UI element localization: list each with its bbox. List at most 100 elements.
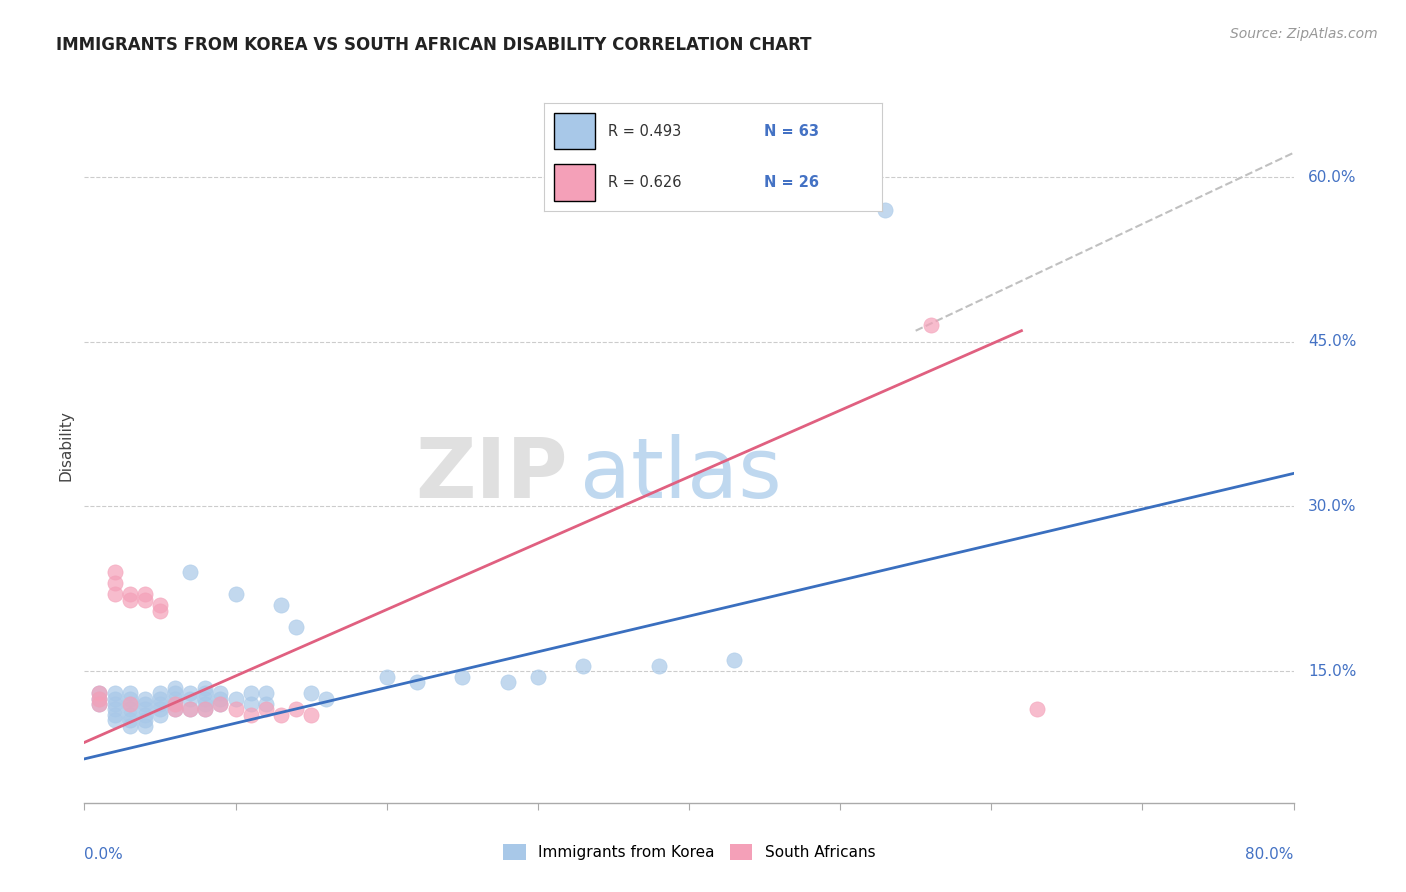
Point [134, 691, 156, 706]
Point [284, 702, 308, 716]
Point [118, 708, 141, 723]
Point [239, 708, 262, 723]
Point [225, 691, 247, 706]
Point [209, 686, 232, 700]
Point [254, 702, 277, 716]
Point [89, 697, 111, 711]
Point [163, 702, 186, 716]
Point [194, 702, 217, 716]
Point [163, 702, 186, 716]
Point [526, 669, 548, 683]
Point [134, 702, 156, 716]
Point [254, 697, 277, 711]
Point [104, 576, 127, 591]
Point [149, 598, 172, 612]
Point [315, 691, 337, 706]
Point [163, 681, 186, 695]
Point [149, 604, 172, 618]
Point [179, 702, 201, 716]
Point [194, 681, 217, 695]
Text: 45.0%: 45.0% [1308, 334, 1357, 349]
Point [406, 675, 429, 690]
Point [104, 691, 127, 706]
Point [104, 714, 127, 728]
Point [254, 686, 277, 700]
Point [104, 702, 127, 716]
Point [875, 202, 897, 217]
Point [1025, 702, 1047, 716]
Point [163, 697, 186, 711]
Point [194, 686, 217, 700]
Point [451, 669, 474, 683]
Point [920, 318, 942, 333]
Point [299, 686, 322, 700]
Point [163, 691, 186, 706]
Point [118, 587, 141, 601]
Point [179, 691, 201, 706]
Point [179, 566, 201, 580]
Point [194, 697, 217, 711]
Point [118, 686, 141, 700]
Point [299, 708, 322, 723]
Point [225, 587, 247, 601]
Point [118, 592, 141, 607]
Point [134, 708, 156, 723]
Point [163, 686, 186, 700]
Point [89, 691, 111, 706]
Text: IMMIGRANTS FROM KOREA VS SOUTH AFRICAN DISABILITY CORRELATION CHART: IMMIGRANTS FROM KOREA VS SOUTH AFRICAN D… [56, 36, 811, 54]
Point [134, 719, 156, 733]
Legend: Immigrants from Korea, South Africans: Immigrants from Korea, South Africans [496, 838, 882, 866]
Point [209, 691, 232, 706]
Point [179, 686, 201, 700]
Point [209, 697, 232, 711]
Point [134, 697, 156, 711]
Point [179, 702, 201, 716]
Point [239, 686, 262, 700]
Point [163, 697, 186, 711]
Point [149, 702, 172, 716]
Point [118, 697, 141, 711]
Point [239, 697, 262, 711]
Point [723, 653, 745, 667]
Point [270, 598, 292, 612]
Point [496, 675, 519, 690]
Text: 30.0%: 30.0% [1308, 499, 1357, 514]
Point [118, 702, 141, 716]
Point [209, 697, 232, 711]
Point [149, 686, 172, 700]
Point [375, 669, 398, 683]
Text: Source: ZipAtlas.com: Source: ZipAtlas.com [1230, 27, 1378, 41]
Text: 80.0%: 80.0% [1246, 847, 1294, 862]
Point [118, 697, 141, 711]
Text: 60.0%: 60.0% [1308, 169, 1357, 185]
Point [134, 592, 156, 607]
Point [104, 697, 127, 711]
Point [270, 708, 292, 723]
Point [149, 708, 172, 723]
Point [134, 587, 156, 601]
Point [118, 714, 141, 728]
Point [89, 697, 111, 711]
Text: 15.0%: 15.0% [1308, 664, 1357, 679]
Point [149, 697, 172, 711]
Point [104, 566, 127, 580]
Y-axis label: Disability: Disability [58, 410, 73, 482]
Point [118, 719, 141, 733]
Point [104, 587, 127, 601]
Text: ZIP: ZIP [416, 434, 568, 515]
Point [572, 658, 595, 673]
Point [134, 714, 156, 728]
Point [284, 620, 308, 634]
Point [89, 691, 111, 706]
Point [647, 658, 671, 673]
Point [118, 691, 141, 706]
Point [104, 686, 127, 700]
Text: 0.0%: 0.0% [84, 847, 124, 862]
Point [194, 702, 217, 716]
Point [89, 686, 111, 700]
Point [194, 691, 217, 706]
Point [89, 686, 111, 700]
Point [149, 691, 172, 706]
Point [225, 702, 247, 716]
Point [104, 708, 127, 723]
